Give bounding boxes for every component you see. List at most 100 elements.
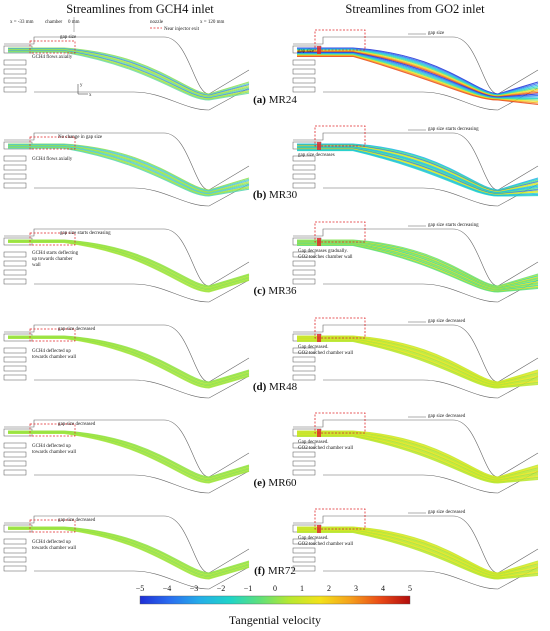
panel-caption-letter: (d) [252,381,267,393]
panel-mr36: gap size starts decreasing GCH4 starts de… [3,221,539,303]
colorbar-tick-label: −2 [216,584,226,593]
colorbar-tick-label: 0 [273,584,277,593]
colorbar-tick-label: −4 [162,584,172,593]
gch4-streamline [8,47,250,96]
x-axis-label: x [89,93,92,98]
gch4-streamline [8,48,250,96]
go2-streamline [297,337,539,385]
gap-highlight-box [29,136,76,150]
injector-post [3,565,27,572]
injector-post [292,365,316,372]
go2-streamline [297,432,539,481]
injector-post [292,59,316,66]
injector-exit-hot-zone [317,142,321,150]
gch4-streamline [8,240,250,290]
annotation-left: towards chamber wall [32,546,77,551]
gch4-streamline [8,336,250,385]
injector-exit-hot-zone [317,238,321,246]
gch4-streamline [8,145,250,194]
annotation-right: gap size starts decreasing [428,223,479,228]
annotation-right: gap size [298,49,315,54]
gch4-streamline [8,239,250,288]
panel-caption: (d) MR48 [0,381,550,393]
annotation-left: GCH4 flows axially [32,55,73,60]
go2-streamline [297,432,539,480]
injector-post [292,278,316,285]
annotation-left: chamber [45,20,63,25]
go2-streamline [297,433,539,482]
panel-caption: (b) MR30 [0,189,550,201]
gch4-streamline [8,240,250,290]
gch4-streamline [8,145,250,194]
go2-streamline [297,337,539,386]
annotation-left: gap size decreased [58,518,96,523]
gch4-streamline [8,51,250,100]
chamber-wall-lower [323,470,539,494]
gap-highlight-box [314,412,366,434]
annotation-left: GCH4 deflected up [32,540,71,545]
go2-streamline [297,336,539,384]
injector-post [3,460,27,467]
annotation-left: gap size starts decreasing [60,231,111,236]
go2-streamline [297,240,539,288]
colorbar-tick-label: 5 [408,584,412,593]
y-axis-label: y [80,83,83,88]
injector-post [3,538,27,545]
colorbar-tick-label: 1 [300,584,304,593]
panel-caption-letter: (f) [254,565,266,577]
injector-post [3,365,27,372]
go2-streamline [297,338,539,387]
injector-post [3,356,27,363]
colorbar [139,595,411,605]
gch4-streamline [8,50,250,99]
go2-streamline [297,432,539,480]
go2-streamline [297,433,539,481]
injector-post [292,374,316,381]
injector-post [292,442,316,449]
go2-streamline [297,244,539,293]
annotation-right: GO2 touched chamber wall [298,446,354,451]
injector-post [3,251,27,258]
injector-post [292,538,316,545]
injector-post [292,86,316,93]
go2-streamline [297,240,539,288]
colorbar-tick-label: −1 [243,584,253,593]
annotation-left: 0 mm [68,20,80,25]
annotation-left: Near injector exit [164,27,200,32]
injector-post [292,68,316,75]
chamber-wall-lower [34,87,250,111]
annotation-left: towards chamber wall [32,450,77,455]
gch4-streamline [8,143,250,191]
chamber-wall [293,132,539,191]
panel-caption-letter: (e) [253,477,266,489]
annotation-right: GO2 touched chamber wall [298,351,354,356]
go2-streamline [297,337,539,385]
injector-post [3,547,27,554]
injector-post [292,469,316,476]
panel-caption-label: MR36 [265,285,297,297]
injector-post [292,547,316,554]
annotation-left: x = 120 mm [200,20,224,25]
gap-highlight-box [314,317,366,339]
chamber-wall-lower [323,87,539,111]
injector-post [292,77,316,84]
annotation-left: GCH4 deflected up [32,349,71,354]
gch4-streamline [8,431,250,481]
annotation-left: GCH4 flows axially [32,157,73,162]
injector-post [292,460,316,467]
injector-post [292,269,316,276]
chamber-wall [4,132,250,191]
panel-caption: (e) MR60 [0,477,550,489]
injector-post [292,251,316,258]
annotation-right: gap size starts decreasing [428,127,479,132]
go2-streamline [297,340,539,389]
gch4-streamline [8,240,250,289]
injector-post [292,451,316,458]
gap-highlight-box [314,29,366,51]
injector-post [3,442,27,449]
column-title-go2: Streamlines from GO2 inlet [345,2,485,16]
chamber-wall-lower [323,279,539,303]
injector-post [292,182,316,189]
injector-post [292,155,316,162]
injector-post [3,556,27,563]
